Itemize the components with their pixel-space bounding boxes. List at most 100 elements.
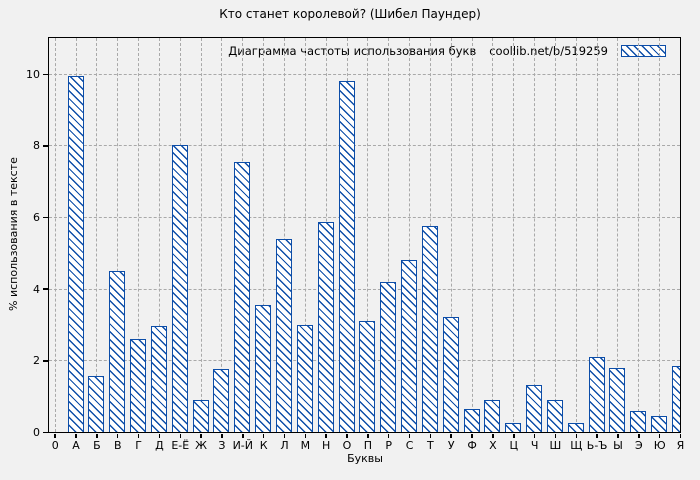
x-tick-label-Я: Я (676, 439, 685, 452)
bar-З (213, 369, 230, 432)
v-gridline-Х (492, 38, 494, 432)
bar-В (109, 270, 126, 432)
x-tick-label-З: З (218, 439, 226, 452)
h-gridline-8 (49, 145, 680, 147)
x-tick-label-И-Й: И-Й (232, 439, 253, 452)
h-gridline-4 (49, 288, 680, 290)
bar-Ц (505, 423, 522, 432)
v-gridline-Д (158, 38, 160, 432)
bar-Ш (546, 399, 563, 432)
x-tick-label-У: У (447, 439, 455, 452)
x-tick-Т (429, 434, 432, 438)
bar-Я (672, 365, 680, 432)
x-tick-label-Ц: Ц (509, 439, 519, 452)
x-tick-А (75, 434, 77, 438)
y-tick-label-8: 8 (33, 139, 40, 153)
bar-Г (130, 338, 147, 432)
v-gridline-З (221, 38, 223, 432)
v-gridline-Р (388, 38, 390, 432)
v-gridline-Ш (554, 38, 556, 432)
v-gridline-Б (96, 38, 98, 432)
v-gridline-Ц (513, 38, 515, 432)
v-gridline-Щ (575, 38, 577, 432)
legend-hatch-swatch-icon (621, 45, 666, 57)
v-gridline-У (450, 38, 452, 432)
x-tick-Щ (575, 434, 578, 438)
chart-title: Кто станет королевой? (Шибел Паундер) (219, 7, 481, 21)
x-tick-label-Ж: Ж (195, 439, 208, 452)
x-tick-Я (679, 434, 682, 438)
x-tick-label-Ь-Ъ: Ь-Ъ (586, 439, 608, 452)
bar-Л (275, 238, 292, 432)
y-tick-label-2: 2 (33, 354, 40, 368)
v-gridline-Ы (617, 38, 619, 432)
x-tick-label-Ю: Ю (653, 439, 666, 452)
x-tick-label-П: П (363, 439, 372, 452)
bar-Р (380, 281, 397, 432)
x-tick-label-Ч: Ч (530, 439, 539, 452)
x-tick-label-Е-Ё: Е-Ё (171, 439, 190, 452)
bar-Ь-Ъ (588, 356, 605, 432)
y-tick-label-10: 10 (26, 67, 40, 81)
v-gridline-П (367, 38, 369, 432)
x-tick-С (408, 434, 411, 438)
v-gridline-Г (138, 38, 140, 432)
v-gridline-Ь-Ъ (596, 38, 598, 432)
v-gridline-К (263, 38, 265, 432)
x-axis-title: Буквы (347, 452, 383, 465)
x-tick-label-М: М (300, 439, 311, 452)
v-gridline-Л (283, 38, 285, 432)
bar-Щ (567, 423, 584, 432)
x-tick-К (262, 434, 265, 438)
x-tick-label-С: С (405, 439, 414, 452)
bar-М (296, 324, 313, 432)
x-tick-Э (638, 434, 640, 438)
h-gridline-10 (49, 73, 680, 75)
v-gridline-С (409, 38, 411, 432)
bar-Е-Ё (171, 145, 188, 432)
bar-Х (484, 399, 501, 432)
x-tick-Н (325, 434, 327, 438)
x-tick-label-Ш: Ш (549, 439, 562, 452)
x-tick-label-Ы: Ы (613, 439, 623, 452)
x-tick-label-Щ: Щ (570, 439, 583, 452)
x-tick-label-Т: Т (427, 439, 434, 452)
h-gridline-6 (49, 217, 680, 219)
x-tick-Ф (471, 434, 473, 438)
x-tick-label-Ф: Ф (467, 439, 477, 452)
v-gridline-Ф (471, 38, 473, 432)
x-tick-Ы (617, 434, 619, 438)
bar-Т (421, 226, 438, 432)
x-tick-Ю (658, 434, 661, 438)
y-tick-2 (43, 360, 48, 362)
bar-Ж (192, 399, 209, 432)
x-tick-Г (137, 434, 140, 438)
x-tick-М (304, 434, 307, 438)
x-tick-label-Л: Л (280, 439, 289, 452)
x-tick-В (116, 434, 119, 438)
y-tick-10 (43, 73, 48, 76)
x-tick-label-0: 0 (51, 439, 59, 452)
x-tick-Б (96, 434, 98, 438)
bar-Ч (526, 385, 543, 432)
x-tick-И-Й (242, 434, 244, 438)
x-tick-Р (387, 434, 390, 438)
bar-Н (317, 222, 334, 432)
bar-Д (150, 326, 167, 432)
bar-К (255, 304, 272, 432)
plot-area: Диаграмма частоты использования букв coo… (48, 37, 681, 433)
x-tick-label-Г: Г (135, 439, 142, 452)
x-tick-У (450, 434, 452, 438)
x-tick-label-В: В (113, 439, 122, 452)
bar-И-Й (234, 161, 251, 432)
y-axis-title: % использования в тексте (7, 157, 20, 311)
v-gridline-Э (638, 38, 640, 432)
x-tick-label-Д: Д (155, 439, 164, 452)
y-tick-label-0: 0 (33, 426, 40, 439)
bar-С (401, 260, 418, 432)
x-tick-label-Р: Р (385, 439, 392, 452)
x-tick-label-Б: Б (93, 439, 101, 452)
bar-Э (630, 410, 647, 432)
bar-Ы (609, 367, 626, 432)
bar-А (67, 75, 84, 432)
